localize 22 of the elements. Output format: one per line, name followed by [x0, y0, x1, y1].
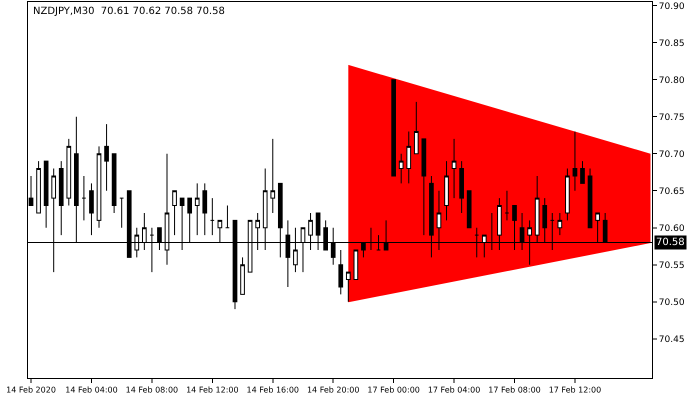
x-tick-label: 14 Feb 16:00 [246, 386, 300, 395]
x-tick-label: 14 Feb 04:00 [65, 386, 118, 395]
y-tick-label: 70.55 [658, 260, 685, 271]
x-tick-label: 17 Feb 12:00 [548, 386, 602, 395]
y-tick-label: 70.50 [658, 298, 685, 308]
x-tick-label: 14 Feb 08:00 [126, 386, 178, 395]
y-tick-label: 70.60 [658, 224, 685, 234]
x-tick-label: 14 Feb 20:00 [306, 386, 360, 395]
y-tick-label: 70.75 [658, 112, 685, 123]
ref-line-label: 70.58 [656, 237, 685, 248]
x-tick-label: 17 Feb 08:00 [488, 386, 541, 395]
x-tick-label: 17 Feb 04:00 [428, 386, 480, 395]
x-tick-label: 17 Feb 00:00 [367, 386, 420, 395]
x-tick-label: 14 Feb 2020 [6, 386, 56, 395]
x-tick-label: 14 Feb 12:00 [186, 386, 239, 395]
y-tick-label: 70.90 [658, 2, 685, 12]
y-tick-label: 70.45 [658, 334, 685, 345]
chart-title: NZDJPY,M30 70.61 70.62 70.58 70.58 [33, 6, 225, 17]
y-tick-label: 70.85 [658, 38, 685, 49]
y-tick-label: 70.80 [658, 76, 685, 86]
y-tick-label: 70.65 [658, 186, 685, 197]
y-tick-label: 70.70 [658, 150, 685, 160]
